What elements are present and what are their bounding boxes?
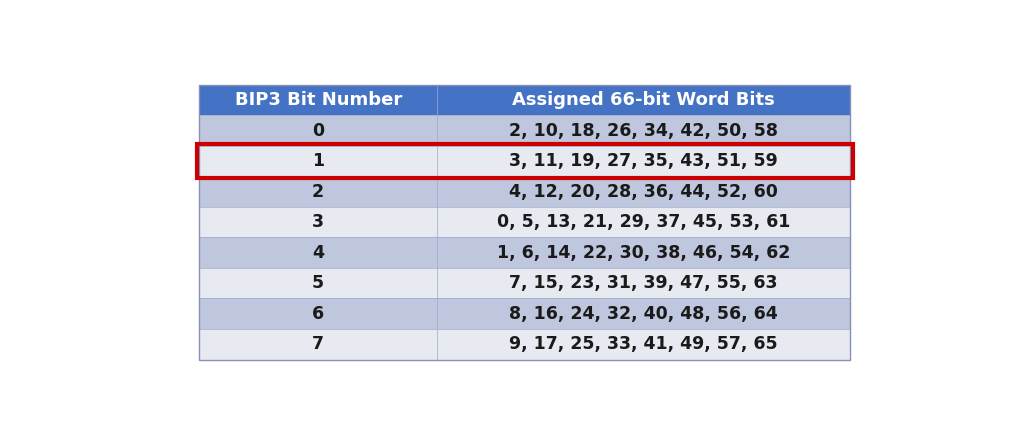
Text: 6: 6 [312,305,325,323]
Text: 4, 12, 20, 28, 36, 44, 52, 60: 4, 12, 20, 28, 36, 44, 52, 60 [509,183,778,200]
Bar [200,207,850,237]
Text: 0: 0 [312,122,325,139]
Text: 3: 3 [312,213,325,231]
Text: 7: 7 [312,335,325,353]
Bar [200,146,850,176]
Text: 9, 17, 25, 33, 41, 49, 57, 65: 9, 17, 25, 33, 41, 49, 57, 65 [509,335,778,353]
Text: 3, 11, 19, 27, 35, 43, 51, 59: 3, 11, 19, 27, 35, 43, 51, 59 [509,152,778,170]
Bar [200,85,850,359]
Text: 1, 6, 14, 22, 30, 38, 46, 54, 62: 1, 6, 14, 22, 30, 38, 46, 54, 62 [497,244,791,261]
Text: 1: 1 [312,152,325,170]
Bar [197,144,853,178]
Text: 7, 15, 23, 31, 39, 47, 55, 63: 7, 15, 23, 31, 39, 47, 55, 63 [509,274,778,292]
Text: 4: 4 [312,244,325,261]
Bar [200,237,850,268]
Text: BIP3 Bit Number: BIP3 Bit Number [234,91,401,109]
Text: 5: 5 [312,274,325,292]
Text: 8, 16, 24, 32, 40, 48, 56, 64: 8, 16, 24, 32, 40, 48, 56, 64 [509,305,778,323]
Text: Assigned 66-bit Word Bits: Assigned 66-bit Word Bits [512,91,775,109]
Bar [200,298,850,329]
Bar [200,268,850,298]
Bar [200,176,850,207]
Bar [200,115,850,146]
Bar [200,329,850,359]
Text: 2: 2 [312,183,325,200]
Text: 2, 10, 18, 26, 34, 42, 50, 58: 2, 10, 18, 26, 34, 42, 50, 58 [509,122,778,139]
Bar [200,85,850,115]
Text: 0, 5, 13, 21, 29, 37, 45, 53, 61: 0, 5, 13, 21, 29, 37, 45, 53, 61 [497,213,791,231]
